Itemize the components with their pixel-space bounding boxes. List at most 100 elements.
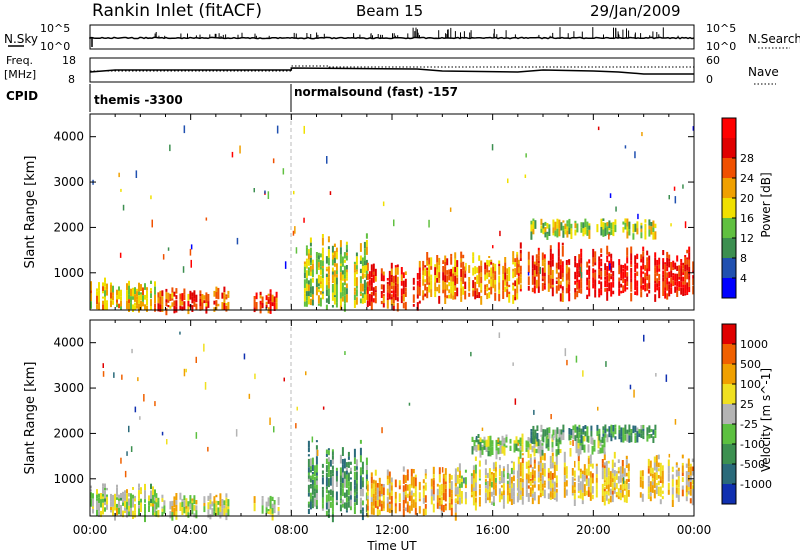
velocity-echo-cell: [313, 498, 316, 507]
power-echo-cell: [531, 287, 534, 293]
velocity-echo-cell: [604, 424, 607, 429]
power-echo-cell: [666, 280, 669, 285]
velocity-echo-cell: [531, 467, 534, 470]
power-echo-cell: [588, 223, 591, 226]
power-echo-cell: [150, 293, 152, 299]
velocity-echo-cell: [648, 434, 651, 439]
power-echo-cell: [486, 272, 489, 280]
power-echo-cell: [327, 257, 330, 266]
velocity-echo-cell: [163, 507, 166, 514]
velocity-echo-cell: [414, 507, 417, 515]
power-echo-cell: [684, 269, 687, 272]
velocity-echo-cell: [571, 485, 574, 494]
velocity-echo-cell: [253, 503, 256, 512]
velocity-echo-cell: [374, 487, 377, 492]
power-echo-cell: [508, 284, 511, 288]
power-echo-cell: [624, 218, 627, 223]
velocity-echo-cell: [521, 457, 524, 464]
velocity-echo-cell: [675, 469, 678, 477]
velocity-echo-cell: [203, 506, 206, 513]
power-echo-cell: [309, 265, 312, 272]
power-echo-cell: [692, 285, 695, 295]
power-echo-cell: [404, 287, 407, 292]
velocity-echo-cell: [183, 495, 186, 501]
velocity-echo-cell: [558, 437, 561, 443]
velocity-echo-cell: [470, 484, 473, 492]
velocity-echo-cell: [549, 487, 552, 492]
power-echo-cell: [648, 225, 651, 230]
power-echo-cell: [428, 270, 431, 277]
power-echo-cell: [664, 264, 667, 272]
freq-panel: 18 8 Freq. [MHz] 60 0 Nave: [4, 54, 779, 86]
power-echo-cell: [128, 299, 130, 304]
power-echo-cell: [305, 300, 308, 307]
velocity-echo-cell: [329, 470, 332, 474]
velocity-echo-cell: [474, 490, 477, 497]
velocity-echo-cell: [450, 498, 453, 505]
velocity-echo-cell: [544, 429, 547, 437]
velocity-echo-cell: [651, 467, 654, 474]
velocity-echo-cell: [152, 486, 154, 495]
velocity-scatter-cell: [102, 363, 104, 368]
power-echo-cell: [394, 282, 397, 286]
velocity-echo-cell: [221, 499, 224, 504]
velocity-echo-cell: [398, 485, 401, 490]
power-echo-cell: [486, 265, 489, 273]
velocity-echo-cell: [572, 425, 575, 431]
velocity-echo-cell: [598, 434, 601, 441]
velocity-echo-cell: [402, 485, 405, 492]
power-echo-cell: [502, 274, 505, 281]
power-echo-cell: [144, 283, 146, 290]
velocity-echo-cell: [687, 458, 690, 467]
power-echo-cell: [448, 269, 451, 275]
power-echo-cell: [372, 287, 375, 296]
velocity-echo-cell: [374, 500, 377, 508]
velocity-echo-cell: [114, 512, 116, 521]
power-echo-cell: [610, 222, 613, 230]
power-echo-cell: [333, 250, 336, 258]
velocity-echo-cell: [195, 505, 198, 510]
velocity-echo-cell: [353, 472, 356, 480]
power-echo-cell: [331, 267, 334, 272]
velocity-echo-cell: [555, 488, 558, 493]
velocity-echo-cell: [539, 478, 542, 482]
velocity-echo-cell: [329, 496, 332, 501]
velocity-echo-cell: [155, 510, 158, 517]
power-echo-cell: [307, 280, 310, 285]
power-echo-cell: [614, 224, 617, 233]
power-echo-cell: [450, 293, 453, 299]
power-echo-cell: [620, 264, 623, 273]
power-echo-cell: [402, 280, 405, 288]
velocity-echo-cell: [492, 489, 495, 495]
velocity-echo-region: [307, 439, 368, 523]
velocity-scatter-cell: [622, 477, 625, 484]
power-echo-cell: [183, 301, 186, 310]
power-echo-cell: [331, 280, 334, 283]
power-echo-cell: [227, 290, 230, 295]
velocity-scatter-cell: [269, 417, 271, 425]
power-echo-cell: [650, 226, 653, 235]
velocity-echo-cell: [325, 458, 328, 464]
velocity-echo-cell: [440, 490, 443, 496]
power-echo-cell: [363, 241, 366, 249]
velocity-echo-cell: [527, 437, 530, 442]
power-echo-cell: [390, 286, 393, 290]
power-echo-cell: [317, 283, 320, 286]
velocity-echo-cell: [625, 455, 628, 460]
velocity-echo-cell: [430, 478, 433, 487]
velocity-echo-cell: [154, 496, 156, 501]
velocity-echo-cell: [541, 490, 544, 496]
power-echo-cell: [476, 288, 479, 295]
power-echo-cell: [516, 266, 519, 275]
velocity-scatter-cell: [643, 334, 645, 342]
velocity-echo-cell: [92, 493, 94, 499]
power-echo-cell: [561, 245, 564, 252]
velocity-echo-cell: [315, 487, 318, 490]
power-echo-cell: [494, 279, 497, 285]
power-echo-cell: [309, 237, 312, 243]
power-echo-cell: [187, 293, 190, 301]
velocity-echo-cell: [508, 485, 511, 489]
velocity-echo-cell: [450, 504, 453, 508]
velocity-echo-cell: [96, 500, 98, 510]
velocity-echo-cell: [106, 496, 108, 501]
